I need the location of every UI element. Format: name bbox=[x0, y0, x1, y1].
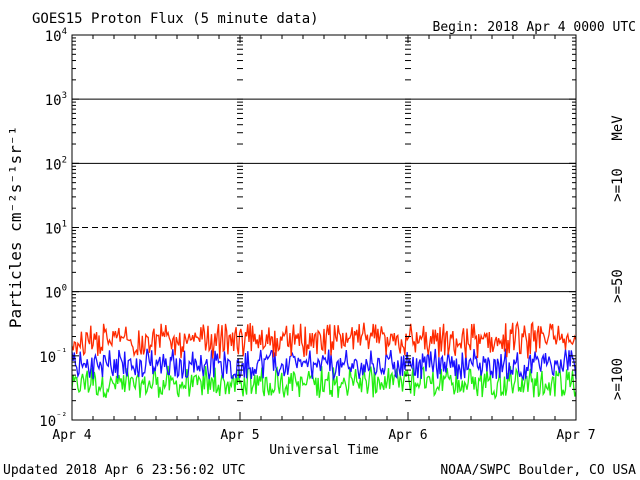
x-tick-label: Apr 7 bbox=[556, 428, 595, 443]
y-tick-base: 10 bbox=[45, 286, 62, 302]
y-tick-exponent: ⁻² bbox=[56, 412, 67, 422]
begin-label: Begin: 2018 Apr 4 0000 UTC bbox=[433, 20, 637, 35]
series-line-100 bbox=[71, 365, 577, 400]
x-axis-title: Universal Time bbox=[269, 443, 379, 458]
y-tick-label: 101 bbox=[45, 220, 67, 238]
y-tick-label: 102 bbox=[45, 155, 67, 173]
y-tick-base: 10 bbox=[45, 157, 62, 173]
plot-frame bbox=[71, 34, 577, 421]
legend-entry: >=10 bbox=[610, 168, 626, 202]
x-tick-label: Apr 4 bbox=[52, 428, 91, 443]
y-tick-base: 10 bbox=[39, 350, 56, 366]
y-tick-base: 10 bbox=[45, 222, 62, 238]
y-tick-exponent: 0 bbox=[62, 284, 67, 294]
y-tick-exponent: 4 bbox=[62, 27, 67, 37]
y-tick-base: 10 bbox=[45, 93, 62, 109]
y-tick-exponent: 3 bbox=[62, 91, 67, 101]
x-tick-label: Apr 5 bbox=[220, 428, 259, 443]
chart-title: GOES15 Proton Flux (5 minute data) bbox=[32, 11, 319, 27]
y-tick-label: 104 bbox=[45, 27, 67, 45]
legend-entry: >=50 bbox=[610, 269, 626, 303]
y-tick-base: 10 bbox=[45, 29, 62, 45]
y-tick-label: 10⁻¹ bbox=[39, 348, 67, 366]
series-line-10 bbox=[71, 320, 577, 359]
y-tick-label: 10⁻² bbox=[39, 412, 67, 430]
series-line-50 bbox=[71, 348, 577, 382]
y-tick-exponent: 1 bbox=[62, 220, 67, 230]
y-tick-label: 100 bbox=[45, 284, 67, 302]
data-source: NOAA/SWPC Boulder, CO USA bbox=[440, 463, 636, 478]
y-tick-label: 103 bbox=[45, 91, 67, 109]
y-tick-exponent: 2 bbox=[62, 155, 67, 165]
y-tick-exponent: ⁻¹ bbox=[56, 348, 67, 358]
legend-entry: >=100 bbox=[610, 358, 626, 400]
updated-timestamp: Updated 2018 Apr 6 23:56:02 UTC bbox=[3, 463, 246, 478]
y-axis-title: Particles cm⁻²s⁻¹sr⁻¹ bbox=[6, 126, 25, 328]
y-tick-base: 10 bbox=[39, 414, 56, 430]
unit-label: MeV bbox=[610, 115, 626, 141]
x-tick-label: Apr 6 bbox=[388, 428, 427, 443]
